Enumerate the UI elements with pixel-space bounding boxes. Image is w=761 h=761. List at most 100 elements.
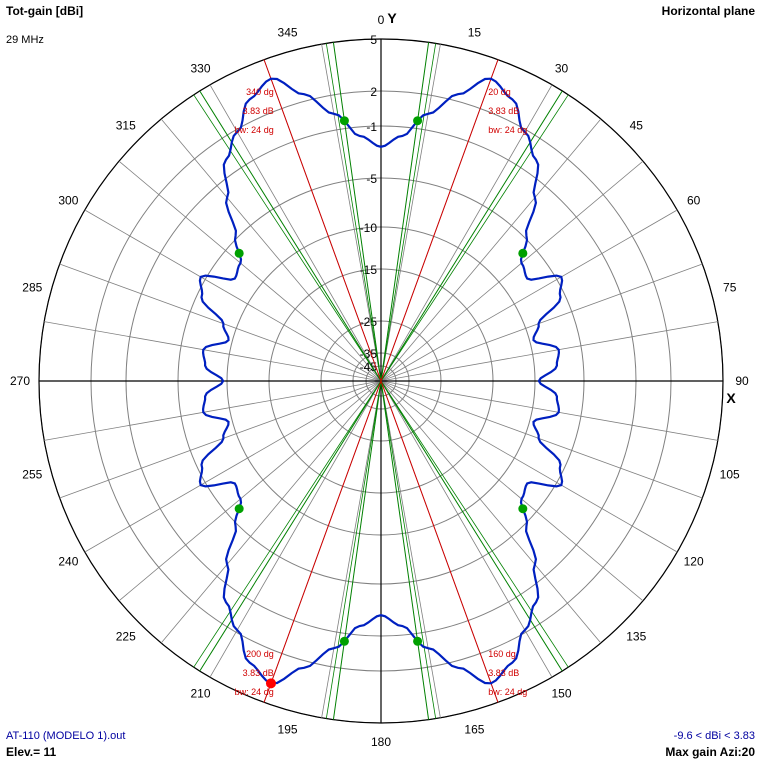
angle-tick-label: 60 [687,194,701,208]
pattern-point [339,116,349,126]
angle-tick-label: 150 [551,687,571,701]
grid-spoke [380,263,703,382]
angle-tick-label: 285 [22,281,42,295]
max-gain-line [380,380,499,703]
grid-spoke [118,380,382,602]
beamwidth-line [199,380,382,672]
max-lobe-label: bw: 24 dg [235,687,274,697]
grid-spoke [380,380,718,441]
beamwidth-line [380,380,430,720]
beamwidth-line [325,380,382,719]
grid-spoke [84,380,382,553]
chart-title: Tot-gain [dBi] [6,4,84,18]
grid-spoke [118,160,382,382]
angle-tick-label: 90 [735,374,749,388]
gain-range-label: -9.6 < dBi < 3.83 [673,730,755,742]
grid-spoke [380,380,644,602]
beamwidth-line [199,90,382,382]
max-gain-line [380,59,499,382]
max-lobe-label: 200 dg [246,649,274,659]
beamwidth-line [380,43,437,382]
max-lobe-label: 3.83 dB [243,106,274,116]
beamwidth-line [380,90,563,382]
pattern-point [234,504,244,514]
pattern-point [234,248,244,258]
angle-tick-label: 270 [10,374,30,388]
pattern-point [339,636,349,646]
radial-tick-label: -35 [360,347,378,361]
x-axis-label: X [726,390,736,406]
radial-tick-label: 2 [370,85,377,99]
angle-tick-label: 135 [626,629,646,643]
y-axis-label: Y [387,10,397,26]
angle-tick-label: 330 [190,61,210,75]
grid-spoke [59,263,382,382]
angle-tick-label: 300 [58,194,78,208]
max-gain-line [263,380,382,703]
max-lobe-labels: 20 dg 3.83 dB bw: 24 dg 340 dg 3.83 dB bw: 24… [235,87,528,697]
beamwidth-line [380,94,569,382]
elevation-label: Elev.= 11 [6,745,57,759]
radial-tick-label: 5 [370,33,377,47]
max-gain-lines [263,59,499,703]
radiation-pattern-line [198,77,564,685]
angle-tick-labels: 0153045607590105120135150165180195210225… [10,13,749,749]
max-gain-label: Max gain Azi:20 [665,745,755,759]
pattern-point [518,248,528,258]
frequency-label: 29 MHz [6,34,44,46]
grid-spoke [380,380,441,718]
polar-grid [38,38,724,724]
max-gain-point [265,678,276,689]
pattern-point [413,116,423,126]
angle-tick-label: 15 [468,25,482,39]
grid-spoke [380,118,602,382]
grid-spoke [321,380,382,718]
angle-tick-label: 30 [555,61,569,75]
radial-tick-label: -10 [360,221,378,235]
angle-tick-label: 225 [116,629,136,643]
angle-tick-label: 165 [464,723,484,737]
angle-tick-label: 105 [720,467,740,481]
pattern-point [518,504,528,514]
angle-tick-label: 315 [116,119,136,133]
radial-tick-label: -5 [366,172,377,186]
grid-spoke [321,44,382,382]
pattern-markers [234,116,528,689]
grid-spoke [380,380,602,644]
angle-tick-label: 180 [371,735,391,749]
beamwidth-line [332,380,382,720]
grid-spoke [380,321,718,382]
beamwidth-line [380,380,563,672]
grid-spoke [209,84,382,382]
grid-spoke [380,84,553,382]
radial-tick-label: -1 [366,120,377,134]
angle-tick-label: 210 [190,687,210,701]
max-lobe-label: 20 dg [488,87,511,97]
angle-tick-label: 45 [630,119,644,133]
grid-spoke [59,380,382,499]
radial-tick-label: -45 [360,360,378,374]
grid-spoke [380,380,703,499]
beamwidth-line [325,43,382,382]
max-lobe-label: bw: 24 dg [488,125,527,135]
grid-spoke [84,209,382,382]
radial-tick-label: -15 [360,263,378,277]
angle-tick-label: 120 [684,555,704,569]
max-lobe-label: 3.83 dB [243,668,274,678]
beamwidth-line [332,42,382,382]
angle-tick-label: 75 [723,281,737,295]
angle-tick-label: 195 [278,723,298,737]
angle-tick-label: 345 [278,25,298,39]
grid-spoke [380,44,441,382]
beamwidth-line [193,94,382,382]
angle-tick-label: 255 [22,467,42,481]
grid-spoke [380,380,553,678]
pattern-point [413,636,423,646]
grid-spoke [380,160,644,382]
max-lobe-label: bw: 24 dg [235,125,274,135]
grid-spoke [44,321,382,382]
file-name-label: AT-110 (MODELO 1).out [6,730,126,742]
beamwidth-line [380,380,437,719]
max-lobe-label: 160 dg [488,649,516,659]
